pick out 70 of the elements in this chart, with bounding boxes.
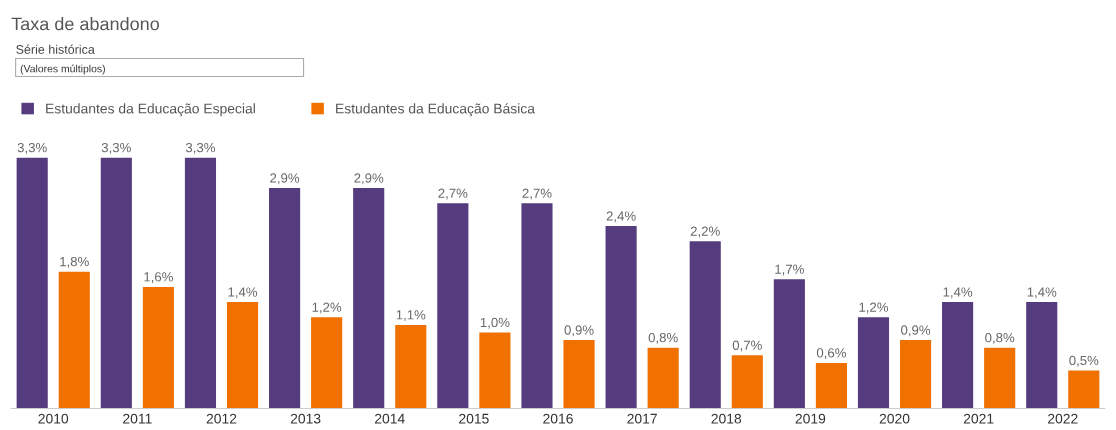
data-label: 0,5% [1069,355,1099,367]
data-label: 2,9% [270,173,300,185]
bar [100,157,132,409]
data-label: 0,8% [648,332,678,344]
x-tick-label: 2021 [963,413,994,424]
x-tick-label: 2010 [38,413,69,424]
data-label: 2,2% [690,226,720,238]
data-label: 1,2% [312,302,342,314]
bar [689,241,721,409]
data-label: 1,4% [1027,287,1057,299]
data-label: 1,0% [480,317,510,329]
bar [773,279,805,409]
data-label: 0,9% [564,325,594,337]
text: Série histórica [16,44,95,54]
data-label: 1,2% [859,302,889,314]
bar [269,188,301,409]
bar [857,317,890,409]
bar [437,203,469,409]
x-tick-label: 2022 [1048,413,1078,424]
bar [1026,302,1058,409]
x-tick-label: 2019 [795,413,826,424]
bar [605,226,637,409]
data-label: 2,4% [606,211,636,223]
x-tick-label: 2014 [374,413,405,424]
data-label: 1,1% [396,310,426,322]
data-label: 3,3% [101,142,131,154]
chart-title: Taxa de abandono [11,17,159,31]
bar [184,157,217,409]
data-label: 0,6% [816,348,846,360]
bar [353,188,385,409]
data-label: 2,9% [354,173,384,185]
x-tick-label: 2016 [543,413,573,424]
data-label: 0,8% [985,332,1015,344]
x-tick-label: 2017 [627,413,657,424]
bar [479,332,511,409]
x-tick-label: 2018 [711,413,742,424]
data-label: 2,7% [522,188,552,200]
data-label: 0,7% [732,340,762,352]
bar [311,317,343,409]
bar [58,271,90,409]
data-label: 3,3% [17,142,47,154]
data-label: 1,4% [943,287,973,299]
x-tick-label: 2012 [206,413,237,424]
bar [899,340,932,409]
data-label: 1,6% [144,272,173,284]
bar [16,157,48,409]
bar [815,362,847,409]
x-tick-label: 2013 [290,413,321,424]
legend-label: Estudantes da Educação Especial [46,103,255,117]
bar [984,347,1016,409]
bar [942,302,974,409]
legend-label: Estudantes da Educação Básica [336,103,535,117]
bar [142,286,174,409]
bar [226,302,259,409]
bar [731,355,763,409]
data-label: 0,9% [901,325,931,337]
text: (Valores múltiplos) [20,64,105,75]
x-tick-label: 2020 [879,413,910,424]
data-label: 3,3% [185,142,216,154]
x-tick-label: 2011 [123,413,152,424]
x-tick-label: 2015 [459,413,489,424]
bar [563,340,595,409]
bar [647,347,679,409]
data-label: 1,7% [775,264,804,276]
bar [521,203,553,409]
data-label: 1,8% [60,256,89,268]
data-label: 2,7% [438,188,468,200]
bar [1068,370,1100,409]
bar [395,324,427,409]
data-label: 1,4% [228,287,258,299]
